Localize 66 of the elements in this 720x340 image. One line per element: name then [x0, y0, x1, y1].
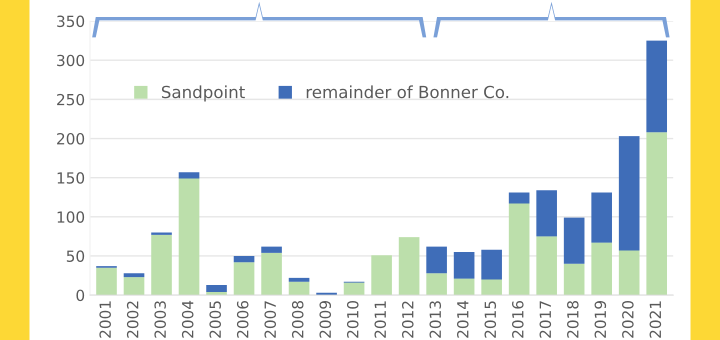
bar	[508, 192, 530, 204]
bar	[178, 172, 200, 178]
y-tick-label: 200	[57, 132, 84, 145]
bar	[536, 236, 557, 296]
bar	[151, 232, 172, 235]
x-tick-label: 2005	[209, 301, 221, 338]
bar	[536, 190, 557, 236]
x-tick-label: 2016	[512, 300, 524, 338]
bar	[426, 246, 447, 274]
y-tick-label: 0	[76, 290, 84, 302]
x-tick-label: 2017	[540, 301, 552, 338]
x-tick-label: 2001	[99, 301, 111, 338]
y-tick-label: 150	[58, 172, 84, 184]
x-tick-label: 2018	[567, 301, 579, 338]
x-tick-label: 2008	[292, 301, 304, 338]
bar	[124, 277, 144, 296]
bar	[261, 246, 282, 253]
x-tick-label: 2012	[402, 302, 414, 338]
bar	[454, 252, 474, 279]
y-tick-label: 250	[57, 94, 84, 106]
x-tick-label: 2009	[319, 301, 332, 338]
bar	[151, 234, 172, 296]
x-tick-label: 2010	[346, 300, 359, 338]
bar	[234, 256, 254, 262]
x-tick-label: 2006	[236, 300, 248, 338]
x-tick-label: 2015	[484, 301, 496, 338]
y-tick-label: 350	[57, 16, 84, 28]
bar	[261, 252, 282, 296]
x-tick-label: 2002	[126, 302, 138, 338]
bar	[591, 242, 612, 296]
bar	[206, 284, 227, 292]
x-tick-label: 2013	[429, 301, 442, 338]
bar	[426, 273, 447, 296]
bar	[288, 278, 310, 282]
x-tick-label: 2007	[264, 301, 276, 338]
bar	[178, 178, 200, 296]
y-tick-label: 100	[58, 211, 84, 223]
bar	[646, 40, 668, 132]
x-tick-label: 2014	[457, 300, 469, 338]
bar	[371, 255, 392, 296]
x-tick-label: 2004	[182, 300, 194, 338]
bar	[481, 279, 502, 296]
bar	[618, 136, 640, 250]
legend-label: remainder of Bonner Co.	[306, 85, 508, 98]
x-tick-label: 2019	[594, 301, 606, 338]
x-tick-label: 2021	[650, 301, 662, 338]
bar	[564, 264, 584, 296]
legend-label: Sandpoint	[162, 85, 245, 102]
bar	[646, 132, 668, 296]
x-tick-label: 2003	[154, 301, 166, 338]
bar	[454, 278, 474, 296]
y-tick-label: 300	[57, 54, 84, 66]
x-tick-label: 2011	[374, 301, 386, 338]
bar	[591, 192, 612, 243]
bar	[96, 268, 117, 296]
bar	[618, 250, 640, 296]
bar	[344, 282, 364, 296]
x-tick-label: 2020	[622, 300, 634, 338]
y-tick-label: 50	[66, 250, 84, 262]
bar	[398, 237, 420, 296]
bar	[124, 273, 144, 278]
bar	[234, 262, 254, 296]
bar	[564, 218, 584, 264]
bar	[288, 282, 310, 296]
bar	[481, 250, 502, 280]
bar	[508, 204, 530, 296]
